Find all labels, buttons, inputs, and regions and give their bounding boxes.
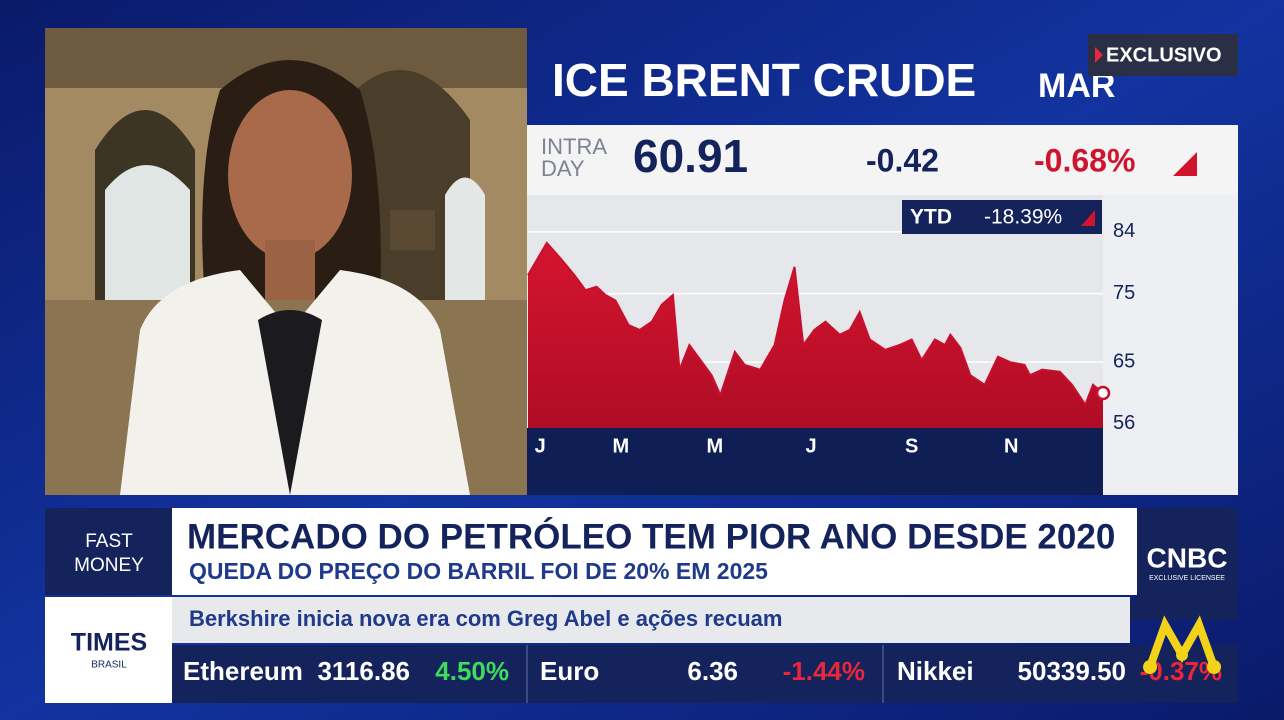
badge-box bbox=[1088, 34, 1238, 76]
x-tick-label: S bbox=[905, 435, 918, 457]
logo-box bbox=[1137, 508, 1238, 620]
y-tick-label: 75 bbox=[1113, 282, 1135, 304]
ticker-price: 3116.86 bbox=[317, 656, 410, 686]
ticker-name: Euro bbox=[540, 656, 599, 686]
ytd-label: YTD bbox=[910, 206, 952, 229]
plot: 84 75 65 56 J M M J S N bbox=[527, 220, 1135, 457]
quote-row bbox=[527, 125, 1238, 195]
logo-sub: EXCLUSIVE LICENSEE bbox=[1149, 575, 1225, 582]
ticker-price: 6.36 bbox=[687, 656, 738, 686]
intraday-label: INTRA bbox=[541, 134, 607, 159]
x-tick-label: M bbox=[707, 435, 724, 457]
subhead: QUEDA DO PREÇO DO BARRIL FOI DE 20% EM 2… bbox=[189, 558, 768, 584]
last-price: 60.91 bbox=[633, 130, 748, 182]
chart-title: ICE BRENT CRUDE bbox=[552, 54, 976, 106]
badge: EXCLUSIVO bbox=[1106, 44, 1222, 66]
crawl-tab bbox=[1130, 597, 1137, 620]
headline: MERCADO DO PETRÓLEO TEM PIOR ANO DESDE 2… bbox=[187, 516, 1115, 556]
y-tick-label: 84 bbox=[1113, 220, 1135, 242]
video-feed bbox=[45, 28, 527, 495]
network-sub: BRASIL bbox=[91, 660, 127, 671]
ytd-icon bbox=[1081, 210, 1095, 226]
x-axis-band bbox=[527, 428, 1103, 495]
ticker-price: 50339.50 bbox=[1018, 656, 1126, 686]
headline-box bbox=[172, 508, 1137, 595]
down-icon bbox=[1173, 152, 1197, 176]
ticker-name: Nikkei bbox=[897, 656, 974, 686]
ticker-name: Ethereum bbox=[183, 656, 303, 686]
crawl: Berkshire inicia nova era com Greg Abel … bbox=[189, 606, 782, 631]
ticker: Ethereum 3116.86 4.50% Euro 6.36 -1.44% Nikkei… bbox=[183, 656, 1222, 686]
ytd-box bbox=[902, 200, 1102, 234]
y-tick-label: 56 bbox=[1113, 412, 1135, 434]
show-name: FAST bbox=[85, 531, 133, 552]
y-tick-label: 65 bbox=[1113, 350, 1135, 372]
ticker-bar bbox=[172, 645, 1238, 703]
network-box bbox=[45, 597, 172, 703]
ticker-change: 4.50% bbox=[435, 656, 509, 686]
x-tick-label: N bbox=[1004, 435, 1018, 457]
network: TIMES bbox=[71, 629, 147, 657]
x-tick-label: J bbox=[535, 435, 546, 457]
end-point bbox=[1095, 385, 1111, 401]
x-tick-label: M bbox=[613, 435, 630, 457]
line bbox=[527, 241, 1104, 407]
corner-logo bbox=[1143, 615, 1221, 674]
area bbox=[528, 242, 1103, 428]
axis-strip bbox=[1103, 195, 1238, 495]
crawl-box bbox=[172, 597, 1130, 643]
x-tick-label: J bbox=[806, 435, 817, 457]
ticker-change: -1.44% bbox=[783, 656, 865, 686]
show-box bbox=[45, 508, 172, 595]
ytd-value: -18.39% bbox=[984, 206, 1062, 229]
show-name: MONEY bbox=[74, 555, 144, 576]
badge-icon bbox=[1095, 47, 1103, 63]
change: -0.42 bbox=[866, 142, 939, 178]
logo: CNBC bbox=[1147, 542, 1228, 573]
change-pct: -0.68% bbox=[1034, 142, 1135, 178]
intraday-label: DAY bbox=[541, 156, 585, 181]
